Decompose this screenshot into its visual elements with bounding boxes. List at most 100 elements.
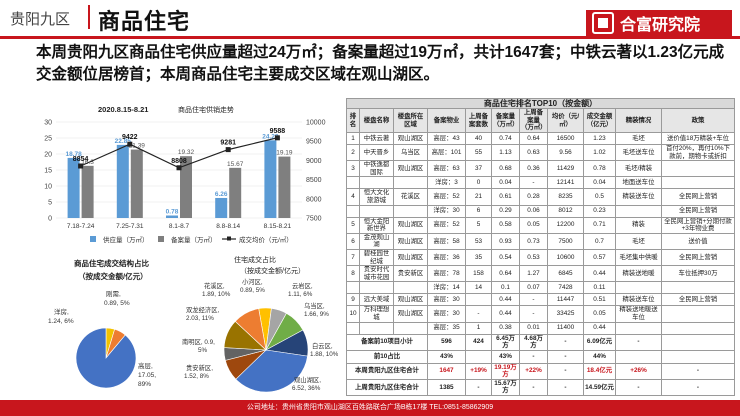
table-cell: 37	[465, 160, 492, 178]
table-cell: 53	[465, 232, 492, 250]
table-cell: 8235	[547, 188, 584, 206]
table-cell	[346, 281, 360, 295]
table-cell: 9	[346, 293, 360, 307]
table-cell: 精装送车位	[615, 188, 662, 206]
table-cell: 0.29	[491, 204, 520, 218]
bar-record	[130, 149, 143, 218]
table-cell: 0.04	[583, 176, 616, 190]
summary-cell	[661, 349, 735, 364]
bar-supply	[67, 157, 80, 218]
table-cell	[615, 321, 662, 335]
y-tick-label: 10	[44, 184, 52, 191]
legend-swatch	[158, 236, 164, 242]
table-cell: 洋房：14	[427, 281, 466, 295]
table-cell: 12141	[547, 176, 584, 190]
table-cell: 高层：30	[427, 293, 466, 307]
pie2-label: 小河区,	[242, 277, 263, 286]
table-cell: 全民网上营销	[661, 204, 735, 218]
table-cell: 送价值18万精装+车位	[661, 132, 735, 145]
summary-cell: 15.67万方	[491, 378, 520, 397]
pie2-label: 2.03, 11%	[186, 315, 214, 322]
table-cell: 中天晋乡	[359, 143, 394, 162]
table-cell	[465, 293, 492, 307]
table-cell: 0.44	[491, 293, 520, 307]
table-cell	[661, 305, 735, 323]
table-cell: 送价值	[661, 232, 735, 250]
bar-record-label: 15.67	[227, 161, 244, 168]
table-summary-row: 前10占比 43% 43% - -44%	[346, 349, 735, 364]
table-cell: 观山湖区	[393, 216, 428, 234]
price-label: 9422	[122, 134, 138, 141]
summary-cell: +19%	[465, 362, 492, 380]
summary-cell: -	[465, 378, 492, 397]
summary-cell: -	[519, 378, 548, 397]
y-tick-label: 15	[44, 168, 52, 175]
table-cell: 0.93	[491, 232, 520, 250]
table-cell: 洋房：30	[427, 204, 466, 218]
x-tick-label: 8.8-8.14	[216, 223, 240, 230]
summary-cell: -	[547, 333, 584, 351]
pie2-title-line1: 住宅成交占比	[234, 255, 276, 264]
summary-row-label: 上周贵阳九区住宅合计	[346, 378, 428, 397]
table-header-cell: 均价（元/㎡）	[547, 108, 584, 133]
table-row: 洋房：3 0 0.04-12141 0.04 地面送车位	[346, 176, 735, 190]
y2-tick-label: 10000	[306, 120, 326, 127]
ranking-table-container: 商品住宅排名TOP10（按金额） 排名 楼盘名称 楼盘所在区域 备案物业 上周备案套数备…	[346, 98, 735, 397]
table-cell: 0.57	[583, 248, 616, 267]
table-cell: 全民网上营销+分期付款+3年物业费	[661, 216, 735, 234]
summary-cell: 1647	[427, 362, 466, 380]
table-cell: 11447	[547, 293, 584, 307]
pie1-label: 1.24, 6%	[48, 318, 74, 325]
table-cell: 地面送车位	[615, 176, 662, 190]
bar-record-label: 19.19	[276, 150, 293, 157]
page-title: 商品住宅	[98, 9, 191, 34]
table-cell	[359, 204, 394, 218]
summary-cell: 6.09亿元	[583, 333, 616, 351]
table-header-cell: 备案量（万㎡）	[491, 108, 520, 133]
table-cell: 洋房：3	[427, 176, 466, 190]
summary-cell: -	[615, 333, 662, 351]
table-cell: 0.78	[583, 160, 616, 178]
table-cell: 8012	[547, 204, 584, 218]
table-cell: 精装	[615, 216, 662, 234]
table-cell: 12200	[547, 216, 584, 234]
y2-tick-label: 9000	[306, 158, 322, 165]
summary-cell: -	[547, 378, 584, 397]
summary-cell: -	[547, 349, 584, 364]
summary-cell	[465, 349, 492, 364]
table-cell	[393, 204, 428, 218]
table-cell: 毛坯	[615, 132, 662, 145]
table-cell: 0.5	[583, 188, 616, 206]
summary-cell: -	[661, 362, 735, 380]
table-header-cell: 备案物业	[427, 108, 466, 133]
legend-label: 备案量（万㎡）	[171, 235, 217, 244]
y-tick-label: 25	[44, 136, 52, 143]
table-cell: 全民网上营销	[661, 293, 735, 307]
table-cell: 观山湖区	[393, 248, 428, 267]
pie2-label: 白云区,	[312, 341, 333, 350]
table-cell: 观山湖区	[393, 293, 428, 307]
table-cell: 精装送车位	[615, 293, 662, 307]
table-cell: 0.63	[519, 143, 548, 162]
table-cell: 1.13	[491, 143, 520, 162]
pie1-label: 0.89, 5%	[104, 300, 130, 307]
bar-supply-label: 24.28	[262, 133, 279, 140]
table-row: 5 恒大金阳新世界 观山湖区 高层：52 5 0.58 0.05 12200 0.71 精装 全民网…	[346, 216, 735, 234]
table-cell: 5	[346, 216, 360, 234]
legend-marker	[227, 236, 231, 241]
table-cell: 乌当区	[393, 143, 428, 162]
table-summary-row: 本周贵阳九区住宅合计 1647 +19% 19.19万方 +22% -18.4亿元 +26%…	[346, 362, 735, 380]
price-label: 9281	[220, 140, 236, 147]
company-logo: 合富研究院	[586, 10, 732, 36]
pie1-label: 刚需,	[106, 289, 121, 298]
price-label: 8808	[171, 158, 187, 165]
pie1-label: 17.05,	[138, 372, 156, 379]
table-cell	[346, 204, 360, 218]
table-cell: 中铁逸都国际	[359, 160, 394, 178]
pie2-label: 0.89, 5%	[240, 287, 265, 294]
summary-cell: 43%	[427, 349, 466, 364]
table-row: 高层：35 1 0.38 0.01 11400 0.44	[346, 321, 735, 335]
table-cell: 0.28	[519, 188, 548, 206]
summary-cell: 1385	[427, 378, 466, 397]
y-tick-label: 20	[44, 152, 52, 159]
